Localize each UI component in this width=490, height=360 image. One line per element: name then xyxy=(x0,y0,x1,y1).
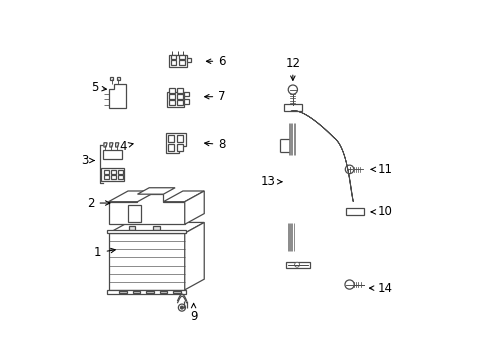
Polygon shape xyxy=(111,175,116,180)
Text: 5: 5 xyxy=(91,81,106,94)
Circle shape xyxy=(345,165,354,174)
Polygon shape xyxy=(173,291,181,293)
Polygon shape xyxy=(169,55,187,67)
Polygon shape xyxy=(184,99,190,104)
Polygon shape xyxy=(101,168,124,181)
Text: 8: 8 xyxy=(205,138,226,151)
Text: 6: 6 xyxy=(206,55,226,68)
Text: 4: 4 xyxy=(119,140,133,153)
Polygon shape xyxy=(109,233,185,290)
Polygon shape xyxy=(133,291,141,293)
Polygon shape xyxy=(104,175,109,180)
Polygon shape xyxy=(184,91,190,96)
Polygon shape xyxy=(118,175,122,180)
Polygon shape xyxy=(138,188,175,194)
Polygon shape xyxy=(146,291,154,293)
Polygon shape xyxy=(104,143,107,147)
Polygon shape xyxy=(177,88,183,93)
Polygon shape xyxy=(169,100,174,105)
Polygon shape xyxy=(109,194,185,224)
Polygon shape xyxy=(169,94,174,99)
Text: 7: 7 xyxy=(205,90,226,103)
Text: 2: 2 xyxy=(87,197,110,210)
Polygon shape xyxy=(179,55,185,59)
Polygon shape xyxy=(111,170,116,174)
Polygon shape xyxy=(128,226,135,230)
Polygon shape xyxy=(109,191,157,202)
Polygon shape xyxy=(104,170,109,174)
Polygon shape xyxy=(171,55,176,59)
Polygon shape xyxy=(177,100,183,105)
Polygon shape xyxy=(116,143,119,147)
Polygon shape xyxy=(179,60,185,65)
Polygon shape xyxy=(284,104,302,111)
Polygon shape xyxy=(119,291,127,293)
Polygon shape xyxy=(168,91,184,107)
Polygon shape xyxy=(177,144,183,151)
Text: 13: 13 xyxy=(261,175,282,188)
Circle shape xyxy=(294,262,299,267)
Polygon shape xyxy=(153,226,160,230)
Polygon shape xyxy=(185,222,204,290)
Circle shape xyxy=(180,306,183,309)
Polygon shape xyxy=(127,205,141,222)
Polygon shape xyxy=(163,191,204,202)
Text: 1: 1 xyxy=(94,246,115,259)
Polygon shape xyxy=(177,135,183,142)
Polygon shape xyxy=(107,230,186,233)
Polygon shape xyxy=(169,88,174,93)
Polygon shape xyxy=(168,135,174,142)
Text: 12: 12 xyxy=(285,57,300,80)
Text: 3: 3 xyxy=(81,154,94,167)
Polygon shape xyxy=(109,222,204,233)
Polygon shape xyxy=(160,291,168,293)
Circle shape xyxy=(178,304,185,311)
Text: 14: 14 xyxy=(369,282,392,294)
Polygon shape xyxy=(185,191,204,224)
Polygon shape xyxy=(346,208,364,215)
Circle shape xyxy=(288,85,297,94)
Polygon shape xyxy=(103,150,122,159)
Polygon shape xyxy=(287,261,310,268)
Polygon shape xyxy=(110,143,113,147)
Polygon shape xyxy=(187,58,191,62)
Polygon shape xyxy=(166,133,186,153)
Text: 9: 9 xyxy=(190,303,197,323)
Polygon shape xyxy=(109,84,126,108)
Text: 10: 10 xyxy=(371,206,392,219)
Circle shape xyxy=(345,280,354,289)
Polygon shape xyxy=(118,170,122,174)
Polygon shape xyxy=(177,94,183,99)
Text: 11: 11 xyxy=(371,163,392,176)
Polygon shape xyxy=(171,60,176,65)
Polygon shape xyxy=(110,77,113,80)
Polygon shape xyxy=(117,77,120,80)
Polygon shape xyxy=(107,290,186,294)
Polygon shape xyxy=(168,144,174,151)
